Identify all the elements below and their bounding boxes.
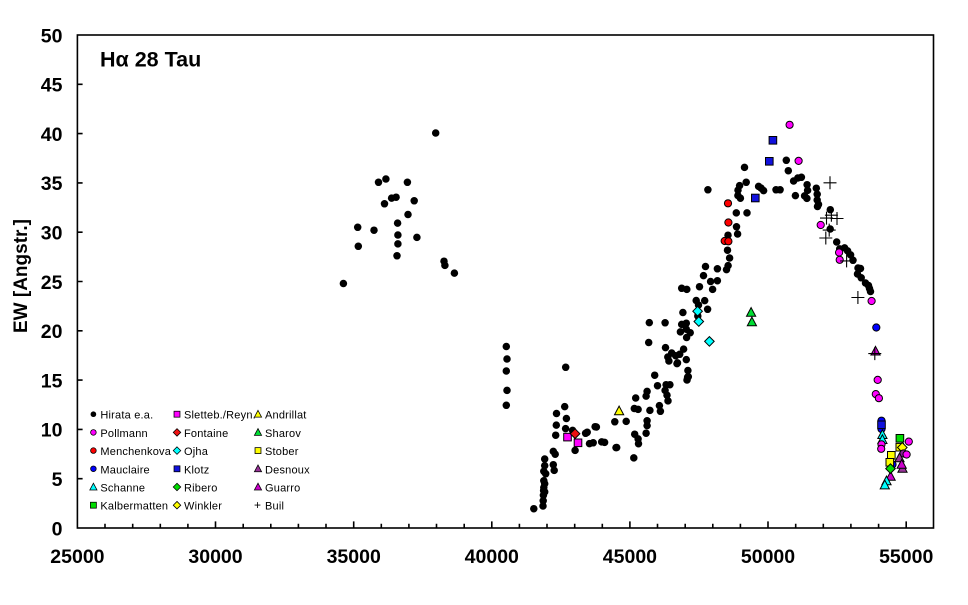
svg-text:Kalbermatten: Kalbermatten [100,501,168,513]
svg-text:Stober: Stober [265,446,299,458]
svg-text:Schanne: Schanne [100,483,145,495]
svg-text:35000: 35000 [327,546,381,568]
svg-text:Guarro: Guarro [265,483,300,495]
svg-text:Sletteb./Reyn.: Sletteb./Reyn. [184,410,256,422]
svg-text:30000: 30000 [188,546,242,568]
svg-text:35: 35 [41,173,63,195]
svg-text:45000: 45000 [603,546,657,568]
svg-text:20: 20 [41,321,63,343]
svg-text:25: 25 [41,272,63,294]
svg-text:15: 15 [41,370,63,392]
svg-text:10: 10 [41,420,63,442]
svg-text:40000: 40000 [465,546,519,568]
svg-text:40: 40 [41,124,63,146]
svg-text:Klotz: Klotz [184,464,209,476]
svg-text:Desnoux: Desnoux [265,464,310,476]
svg-text:45: 45 [41,75,63,97]
svg-text:5: 5 [52,469,63,491]
svg-text:25000: 25000 [50,546,104,568]
svg-text:Ribero: Ribero [184,483,218,495]
svg-text:50000: 50000 [741,546,795,568]
svg-text:Mauclaire: Mauclaire [100,464,149,476]
svg-text:EW [Angstr.]: EW [Angstr.] [11,219,32,333]
svg-text:Winkler: Winkler [184,501,222,513]
svg-text:+: + [254,498,261,512]
svg-text:Sharov: Sharov [265,428,301,440]
svg-text:50: 50 [41,25,63,47]
svg-text:Andrillat: Andrillat [265,410,307,422]
svg-text:Buil: Buil [265,501,284,513]
svg-text:30: 30 [41,223,63,245]
svg-text:Hirata e.a.: Hirata e.a. [100,410,153,422]
svg-text:0: 0 [52,518,63,540]
svg-text:Menchenkova: Menchenkova [100,446,171,458]
svg-text:Fontaine: Fontaine [184,428,228,440]
svg-text:Ojha: Ojha [184,446,209,458]
svg-text:Hα 28 Tau: Hα 28 Tau [100,48,201,72]
svg-text:55000: 55000 [879,546,933,568]
svg-text:Pollmann: Pollmann [100,428,147,440]
